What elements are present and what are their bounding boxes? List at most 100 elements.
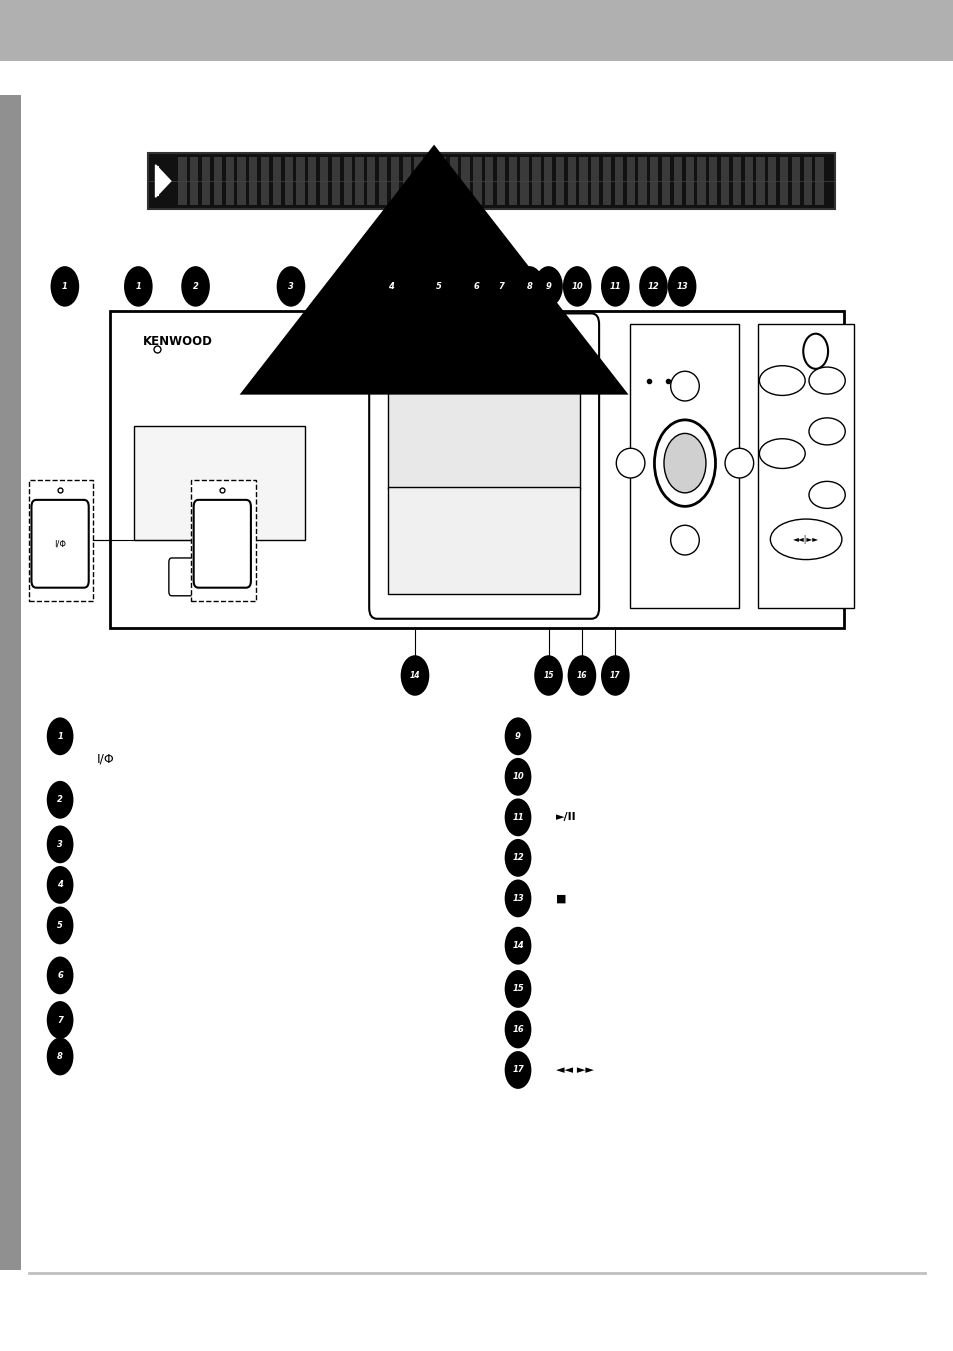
Bar [202,157,210,205]
Circle shape [534,266,562,307]
Text: ►/II: ►/II [556,812,577,823]
Bar [284,157,293,205]
Text: ■: ■ [556,893,566,904]
Circle shape [124,266,152,307]
Circle shape [654,420,715,507]
Bar [388,486,579,594]
Text: 4: 4 [388,282,394,290]
Circle shape [515,266,543,307]
Bar [249,157,257,205]
Ellipse shape [770,519,841,559]
Text: 5: 5 [57,921,63,929]
Bar [780,157,787,205]
Text: 6: 6 [474,282,479,290]
Bar [484,157,493,205]
Bar [650,157,658,205]
Bar [273,157,281,205]
Bar [614,157,622,205]
Circle shape [47,717,73,755]
Text: 11: 11 [609,282,620,290]
Circle shape [47,825,73,863]
Text: I/Φ: I/Φ [54,540,66,549]
Circle shape [462,266,491,307]
Circle shape [504,1051,531,1089]
Bar [343,157,352,205]
Bar [602,157,611,205]
FancyBboxPatch shape [193,500,251,588]
Text: 17: 17 [609,671,620,680]
Circle shape [376,266,405,307]
Text: 8: 8 [57,1052,63,1061]
Bar [308,157,316,205]
Bar [756,157,763,205]
Circle shape [663,434,705,493]
Bar [296,157,304,205]
Text: 1: 1 [135,282,141,290]
Bar [567,157,576,205]
Ellipse shape [808,367,844,394]
Circle shape [400,655,429,696]
Text: 7: 7 [57,1016,63,1024]
Bar [261,157,269,205]
Bar [426,157,434,205]
Circle shape [504,717,531,755]
FancyBboxPatch shape [369,313,598,619]
Circle shape [504,880,531,917]
Circle shape [51,266,79,307]
Text: I/Φ: I/Φ [96,753,114,766]
Text: 1: 1 [62,282,68,290]
Text: 3: 3 [288,282,294,290]
Text: 2: 2 [57,796,63,804]
Circle shape [504,1011,531,1048]
Circle shape [486,266,515,307]
Bar [237,157,245,205]
Text: 8: 8 [526,282,532,290]
Bar [578,157,587,205]
Ellipse shape [759,366,804,396]
Bar [591,157,598,205]
Bar [815,157,822,205]
Circle shape [47,1038,73,1075]
Polygon shape [155,165,171,197]
Ellipse shape [329,293,538,369]
Bar [638,157,646,205]
Circle shape [600,655,629,696]
Circle shape [504,839,531,877]
FancyBboxPatch shape [191,480,255,601]
Text: 7: 7 [497,282,503,290]
Ellipse shape [670,526,699,555]
Text: 2: 2 [193,282,198,290]
Text: 12: 12 [647,282,659,290]
Text: 15: 15 [512,985,523,993]
Bar [673,157,681,205]
Bar [758,324,853,608]
Bar [720,157,728,205]
Bar [155,166,159,196]
Bar [767,157,776,205]
Text: 5: 5 [436,282,441,290]
Bar [629,324,739,608]
Ellipse shape [616,449,644,478]
Circle shape [600,266,629,307]
Bar [791,157,800,205]
Bar [461,157,469,205]
Circle shape [47,781,73,819]
Text: 6: 6 [57,971,63,979]
Bar [708,157,717,205]
Text: 14: 14 [409,671,420,680]
Bar [178,157,187,205]
Circle shape [802,334,827,369]
Text: 4: 4 [57,881,63,889]
Text: ◄◄|►►: ◄◄|►► [792,535,819,544]
Text: 3: 3 [57,840,63,848]
Circle shape [504,970,531,1008]
Bar [190,157,198,205]
Ellipse shape [759,439,804,469]
Bar [402,157,411,205]
Circle shape [504,798,531,836]
Text: KENWOOD: KENWOOD [143,335,213,349]
Bar [543,157,552,205]
Bar [148,153,834,209]
FancyBboxPatch shape [29,480,93,601]
Bar [661,157,670,205]
